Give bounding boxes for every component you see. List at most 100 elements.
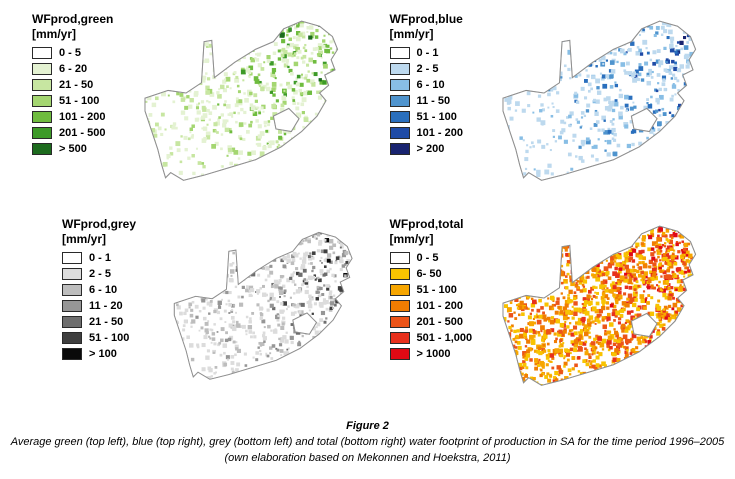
legend-row: 21 - 50 <box>32 79 128 91</box>
figure-label: Figure 2 <box>346 420 389 432</box>
legend-label: 11 - 20 <box>89 300 123 312</box>
legend-row: 11 - 20 <box>62 300 158 312</box>
legend-title: WFprod,blue <box>389 12 463 26</box>
legend-swatch <box>32 63 52 75</box>
legend-swatch <box>62 332 82 344</box>
legend-units: [mm/yr] <box>62 232 107 246</box>
legend-label: 6 - 10 <box>416 79 445 91</box>
legend-swatch <box>389 111 410 123</box>
legend-row: 51 - 100 <box>389 284 486 296</box>
legend-row: 0 - 5 <box>32 47 128 59</box>
legend-row: 501 - 1,000 <box>389 332 486 344</box>
legend-swatch <box>389 79 410 91</box>
legend-row: > 1000 <box>389 348 486 360</box>
legend-row: 51 - 100 <box>62 332 158 344</box>
legend-label: > 500 <box>59 143 87 155</box>
legend-row: 101 - 200 <box>32 111 128 123</box>
legend-row: 201 - 500 <box>32 127 128 139</box>
legend-grey: WFprod,grey [mm/yr] 0 - 1 2 - 5 6 - 10 11 -… <box>62 209 158 364</box>
legend-rows: 0 - 5 6- 50 51 - 100 101 - 200 201 - 500 501 … <box>389 252 486 360</box>
legend-swatch <box>389 95 410 107</box>
legend-row: 2 - 5 <box>62 268 158 280</box>
legend-swatch <box>389 47 410 59</box>
legend-units: [mm/yr] <box>389 27 434 41</box>
legend-row: 6- 50 <box>389 268 486 280</box>
legend-label: 201 - 500 <box>416 316 463 328</box>
legend-label: 6- 50 <box>416 268 442 280</box>
legend-units: [mm/yr] <box>32 27 77 41</box>
panel-wfprod-total: WFprod,total [mm/yr] 0 - 5 6- 50 51 - 100 1… <box>368 209 732 414</box>
legend-row: 0 - 1 <box>389 47 486 59</box>
legend-label: 51 - 100 <box>416 284 457 296</box>
legend-label: 21 - 50 <box>59 79 94 91</box>
legend-rows: 0 - 1 2 - 5 6 - 10 11 - 20 21 - 50 51 - 100 > … <box>62 252 158 360</box>
legend-swatch <box>62 268 82 280</box>
legend-label: 101 - 200 <box>416 300 463 312</box>
map-south-africa-grey <box>173 231 353 380</box>
legend-label: 2 - 5 <box>89 268 112 280</box>
legend-row: 101 - 200 <box>389 127 486 139</box>
legend-label: 101 - 200 <box>416 127 463 139</box>
legend-row: 0 - 5 <box>389 252 486 264</box>
figure-caption: Figure 2 Average green (top left), blue … <box>0 420 735 467</box>
legend-swatch <box>62 300 82 312</box>
legend-swatch <box>32 79 52 91</box>
legend-row: > 200 <box>389 143 486 155</box>
legend-swatch <box>389 332 410 344</box>
legend-swatch <box>389 348 410 360</box>
legend-label: 501 - 1,000 <box>416 332 473 344</box>
legend-swatch <box>62 316 82 328</box>
panel-wfprod-green: WFprod,green [mm/yr] 0 - 5 6 - 20 21 - 50 5… <box>4 4 368 209</box>
legend-row: 2 - 5 <box>389 63 486 75</box>
legend-label: 51 - 100 <box>59 95 100 107</box>
panel-wfprod-blue: WFprod,blue [mm/yr] 0 - 1 2 - 5 6 - 10 11 -… <box>368 4 732 209</box>
legend-swatch <box>389 127 410 139</box>
legend-title: WFprod,grey <box>62 217 136 231</box>
legend-swatch <box>389 268 410 280</box>
legend-label: 21 - 50 <box>89 316 124 328</box>
legend-swatch <box>389 63 410 75</box>
legend-total: WFprod,total [mm/yr] 0 - 5 6- 50 51 - 100 1… <box>389 209 486 364</box>
legend-row: 201 - 500 <box>389 316 486 328</box>
legend-swatch <box>62 252 82 264</box>
legend-swatch <box>389 143 410 155</box>
legend-label: > 1000 <box>416 348 451 360</box>
legend-green: WFprod,green [mm/yr] 0 - 5 6 - 20 21 - 50 5… <box>32 4 128 159</box>
caption-line-2: (own elaboration based on Mekonnen and H… <box>224 451 511 464</box>
legend-rows: 0 - 5 6 - 20 21 - 50 51 - 100 101 - 200 201 -… <box>32 47 128 155</box>
legend-label: 11 - 50 <box>416 95 451 107</box>
legend-label: > 100 <box>89 348 117 360</box>
legend-row: 0 - 1 <box>62 252 158 264</box>
legend-swatch <box>389 252 410 264</box>
legend-row: 21 - 50 <box>62 316 158 328</box>
legend-label: 0 - 5 <box>416 252 439 264</box>
legend-rows: 0 - 1 2 - 5 6 - 10 11 - 50 51 - 100 101 - 200… <box>389 47 486 155</box>
legend-blue: WFprod,blue [mm/yr] 0 - 1 2 - 5 6 - 10 11 -… <box>389 4 486 159</box>
legend-swatch <box>62 348 82 360</box>
map-grid: WFprod,green [mm/yr] 0 - 5 6 - 20 21 - 50 5… <box>4 4 732 414</box>
legend-label: 0 - 1 <box>416 47 439 59</box>
legend-label: 0 - 1 <box>89 252 112 264</box>
legend-swatch <box>389 300 410 312</box>
legend-row: 51 - 100 <box>32 95 128 107</box>
legend-label: 6 - 10 <box>89 284 118 296</box>
legend-row: > 500 <box>32 143 128 155</box>
legend-label: 201 - 500 <box>59 127 106 139</box>
legend-swatch <box>32 95 52 107</box>
legend-label: 51 - 100 <box>416 111 457 123</box>
legend-label: 51 - 100 <box>89 332 130 344</box>
legend-label: 2 - 5 <box>416 63 439 75</box>
legend-row: 6 - 10 <box>389 79 486 91</box>
map-south-africa-blue <box>501 20 696 181</box>
legend-title: WFprod,green <box>32 12 114 26</box>
map-south-africa-total <box>501 225 696 386</box>
legend-swatch <box>32 111 52 123</box>
legend-label: 0 - 5 <box>59 47 82 59</box>
legend-row: 51 - 100 <box>389 111 486 123</box>
legend-row: 101 - 200 <box>389 300 486 312</box>
legend-swatch <box>32 127 52 139</box>
legend-title: WFprod,total <box>389 217 464 231</box>
legend-row: 11 - 50 <box>389 95 486 107</box>
legend-row: 6 - 20 <box>32 63 128 75</box>
legend-swatch <box>32 143 52 155</box>
